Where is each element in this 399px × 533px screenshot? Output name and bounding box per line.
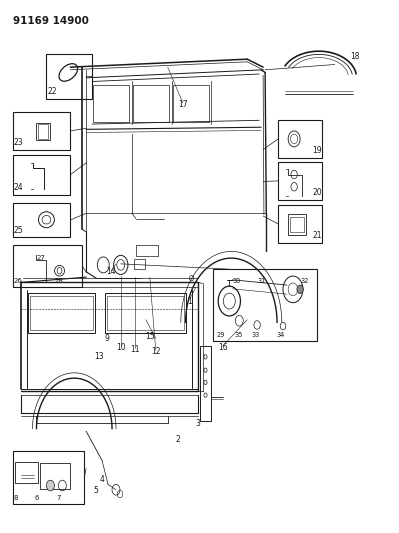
Bar <box>38 124 48 139</box>
Bar <box>134 259 145 269</box>
Text: 30: 30 <box>233 278 241 284</box>
Text: 6: 6 <box>34 496 39 502</box>
Bar <box>200 346 211 421</box>
Bar <box>40 463 70 489</box>
Text: 8: 8 <box>14 496 18 502</box>
Text: 25: 25 <box>14 225 23 235</box>
Text: 31: 31 <box>257 278 265 284</box>
Bar <box>15 462 38 483</box>
Bar <box>288 214 306 235</box>
Bar <box>278 205 322 243</box>
Bar <box>133 85 169 122</box>
Bar <box>13 203 70 237</box>
Text: 2: 2 <box>175 435 180 444</box>
Text: 12: 12 <box>151 347 160 356</box>
Text: 14: 14 <box>107 268 116 276</box>
Bar <box>36 123 50 140</box>
Bar <box>13 451 84 504</box>
Text: 9: 9 <box>105 334 110 343</box>
Text: 17: 17 <box>178 100 188 109</box>
Bar <box>93 85 129 122</box>
Text: 3: 3 <box>195 419 200 428</box>
Text: 1: 1 <box>187 296 192 305</box>
Bar <box>173 85 209 122</box>
Bar <box>290 216 304 232</box>
Bar <box>13 112 70 150</box>
Text: 29: 29 <box>217 332 225 338</box>
Text: 28: 28 <box>54 278 63 284</box>
Text: 15: 15 <box>145 332 154 341</box>
Text: 35: 35 <box>235 332 243 338</box>
Text: 26: 26 <box>14 278 22 284</box>
Text: 4: 4 <box>100 475 105 483</box>
Text: 13: 13 <box>95 352 104 361</box>
Text: 19: 19 <box>312 146 322 155</box>
Bar <box>46 54 92 99</box>
Text: 32: 32 <box>301 278 309 284</box>
Bar <box>13 155 70 195</box>
Bar <box>28 293 95 333</box>
Text: 7: 7 <box>56 496 61 502</box>
Bar <box>13 245 82 287</box>
Text: 11: 11 <box>130 345 140 354</box>
Bar <box>105 293 186 333</box>
Text: 18: 18 <box>351 52 360 61</box>
Text: 91169 14900: 91169 14900 <box>13 15 89 26</box>
Text: 20: 20 <box>312 188 322 197</box>
Text: 24: 24 <box>14 183 23 192</box>
Text: 16: 16 <box>218 343 227 352</box>
Bar <box>107 296 184 330</box>
Text: 23: 23 <box>14 138 23 147</box>
Bar <box>278 162 322 200</box>
Text: 22: 22 <box>47 87 57 96</box>
Text: 10: 10 <box>116 343 126 352</box>
Text: 27: 27 <box>36 255 45 261</box>
Text: 5: 5 <box>93 486 98 495</box>
Text: 21: 21 <box>312 231 322 240</box>
Bar <box>213 269 317 341</box>
Text: 33: 33 <box>251 332 259 338</box>
Circle shape <box>46 480 54 491</box>
Text: 34: 34 <box>277 332 285 338</box>
Bar <box>278 120 322 158</box>
Bar <box>30 296 93 330</box>
Circle shape <box>297 285 303 294</box>
